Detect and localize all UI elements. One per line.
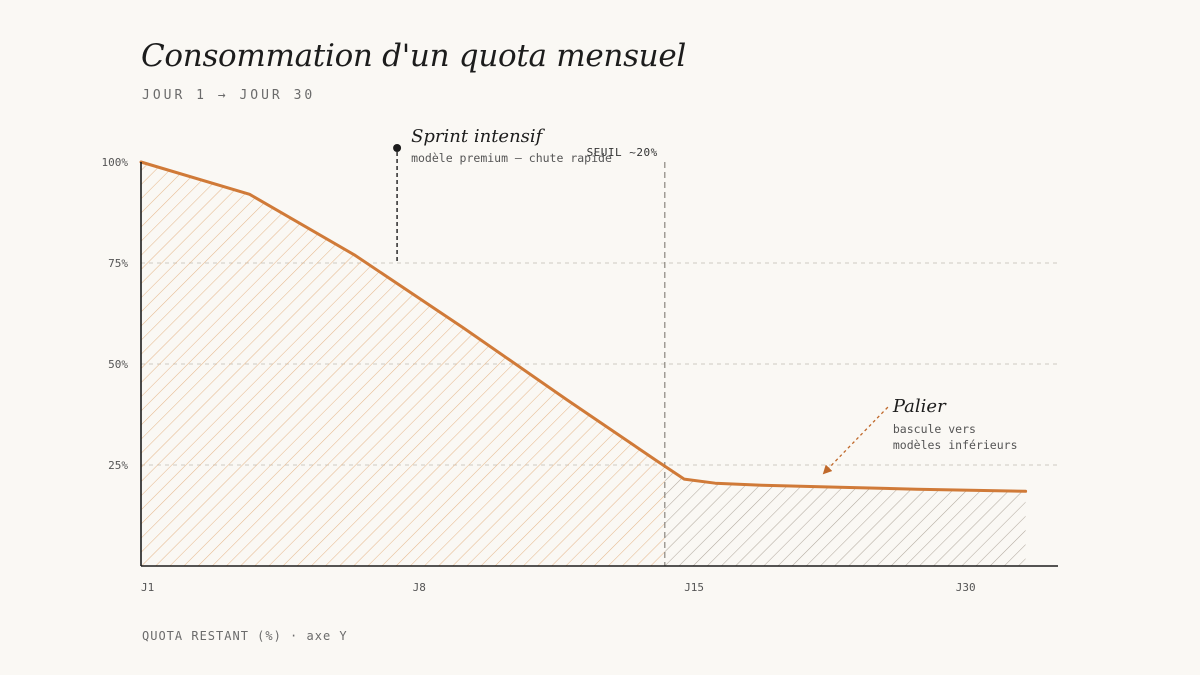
data-point: [248, 193, 251, 196]
data-point: [683, 477, 686, 481]
threshold: SEUIL ~20%: [587, 146, 666, 566]
annotations: Sprint intensif modèle premium — chute ra…: [393, 126, 1018, 475]
palier-annotation-text: bascule vers: [893, 422, 976, 436]
chart-title: Consommation d'un quota mensuel: [141, 38, 687, 74]
data-point: [1024, 490, 1027, 493]
footer-caption: QUOTA RESTANT (%) · axe Y: [142, 629, 348, 643]
data-point: [353, 253, 356, 257]
y-tick-label: 75%: [108, 257, 128, 270]
area-before-threshold: [141, 162, 665, 566]
sprint-annotation-title: Sprint intensif: [411, 126, 546, 147]
y-tick-label: 50%: [108, 358, 128, 371]
data-point: [714, 481, 717, 485]
palier-annotation-title: Palier: [892, 396, 947, 417]
axes: 100% 75% 50% 25% J1 J8 J15 J30: [102, 156, 1058, 594]
data-point: [655, 459, 659, 463]
x-tick-label: J30: [956, 581, 976, 594]
x-tick-label: J8: [413, 581, 426, 594]
chart-subtitle: JOUR 1 → JOUR 30: [142, 88, 316, 103]
data-line: [139, 160, 1028, 493]
data-point: [838, 486, 841, 489]
threshold-label: SEUIL ~20%: [587, 146, 658, 159]
area-fill: [141, 162, 1026, 566]
palier-arrow: [822, 406, 889, 475]
data-point: [566, 399, 569, 402]
data-point: [915, 488, 919, 491]
y-tick-label: 25%: [108, 459, 128, 472]
x-tick-label: J1: [141, 581, 154, 594]
x-tick-label: J15: [684, 581, 704, 594]
area-after-threshold: [664, 466, 1026, 566]
y-tick-label: 100%: [102, 156, 129, 169]
data-point: [461, 326, 465, 329]
sprint-marker-dot: [393, 144, 402, 152]
sprint-annotation-text: modèle premium — chute rapide: [411, 151, 612, 165]
palier-annotation-text: modèles inférieurs: [893, 438, 1018, 452]
data-point: [760, 484, 763, 487]
